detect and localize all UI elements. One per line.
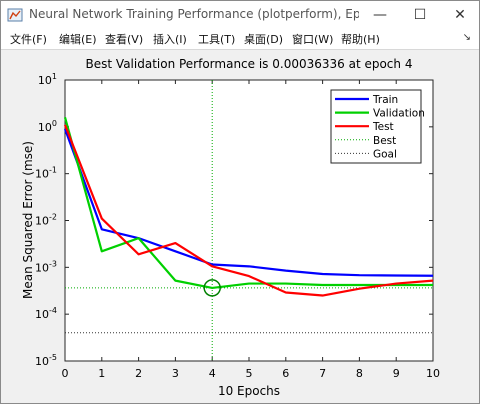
menu-bar: 文件(F) 编辑(E) 查看(V) 插入(I) 工具(T) 桌面(D) 窗口(W… (1, 29, 479, 50)
series-test-line (63, 124, 434, 297)
x-tick-label: 5 (246, 367, 253, 380)
menu-edit[interactable]: 编辑(E) (59, 33, 97, 46)
y-axis-label: Mean Squared Error (mse) (21, 141, 35, 299)
series-train-line (63, 128, 434, 277)
matlab-app-icon (7, 8, 23, 22)
y-tick-label: 10-3 (35, 259, 57, 274)
x-tick-label: 7 (319, 367, 326, 380)
y-tick-labels: 101 100 10-1 10-2 10-3 10-4 10-5 (35, 72, 57, 368)
x-tick-label: 3 (172, 367, 179, 380)
menu-tools[interactable]: 工具(T) (198, 33, 236, 46)
menu-desktop[interactable]: 桌面(D) (244, 33, 284, 46)
minimize-button[interactable]: — (373, 7, 387, 23)
legend-label-validation: Validation (373, 108, 425, 120)
best-validation-marker (203, 279, 221, 297)
menu-window[interactable]: 窗口(W) (292, 33, 334, 46)
series-lines (63, 116, 434, 297)
x-tick-labels: 0 1 2 3 4 5 6 7 8 9 10 (62, 367, 441, 380)
chart-title: Best Validation Performance is 0.0003633… (86, 57, 413, 71)
x-tick-label: 0 (62, 367, 69, 380)
legend-label-test: Test (372, 121, 394, 133)
legend-label-train: Train (372, 94, 398, 106)
performance-chart: Best Validation Performance is 0.0003633… (21, 57, 441, 398)
y-tick-label: 10-5 (35, 353, 57, 368)
legend-label-goal: Goal (373, 148, 397, 160)
x-tick-label: 9 (393, 367, 400, 380)
figure-area: Best Validation Performance is 0.0003633… (1, 50, 479, 403)
menu-help[interactable]: 帮助(H) (341, 33, 380, 46)
x-axis-label: 10 Epochs (218, 384, 280, 398)
menu-view[interactable]: 查看(V) (105, 33, 144, 46)
toolbar-toggle-icon[interactable]: ↘ (462, 32, 471, 43)
x-tick-label: 10 (426, 367, 440, 380)
title-bar[interactable]: Neural Network Training Performance (plo… (1, 1, 479, 29)
x-tick-label: 1 (98, 367, 105, 380)
close-button[interactable]: ✕ (454, 7, 466, 23)
x-tick-label: 4 (209, 367, 216, 380)
x-tick-label: 6 (282, 367, 289, 380)
y-tick-label: 10-2 (35, 213, 57, 228)
menu-file[interactable]: 文件(F) (10, 33, 47, 46)
y-tick-label: 100 (38, 119, 57, 134)
y-tick-label: 10-1 (35, 166, 57, 181)
menu-insert[interactable]: 插入(I) (153, 33, 187, 46)
best-marker (203, 279, 221, 297)
window-title: Neural Network Training Performance (plo… (29, 7, 359, 21)
maximize-button[interactable]: ☐ (413, 7, 427, 23)
y-tick-label: 10-4 (35, 306, 57, 321)
axis-ticks (64, 79, 434, 362)
x-tick-label: 8 (356, 367, 363, 380)
y-tick-label: 101 (38, 72, 57, 87)
x-tick-label: 2 (135, 367, 142, 380)
legend-label-best: Best (373, 135, 396, 147)
